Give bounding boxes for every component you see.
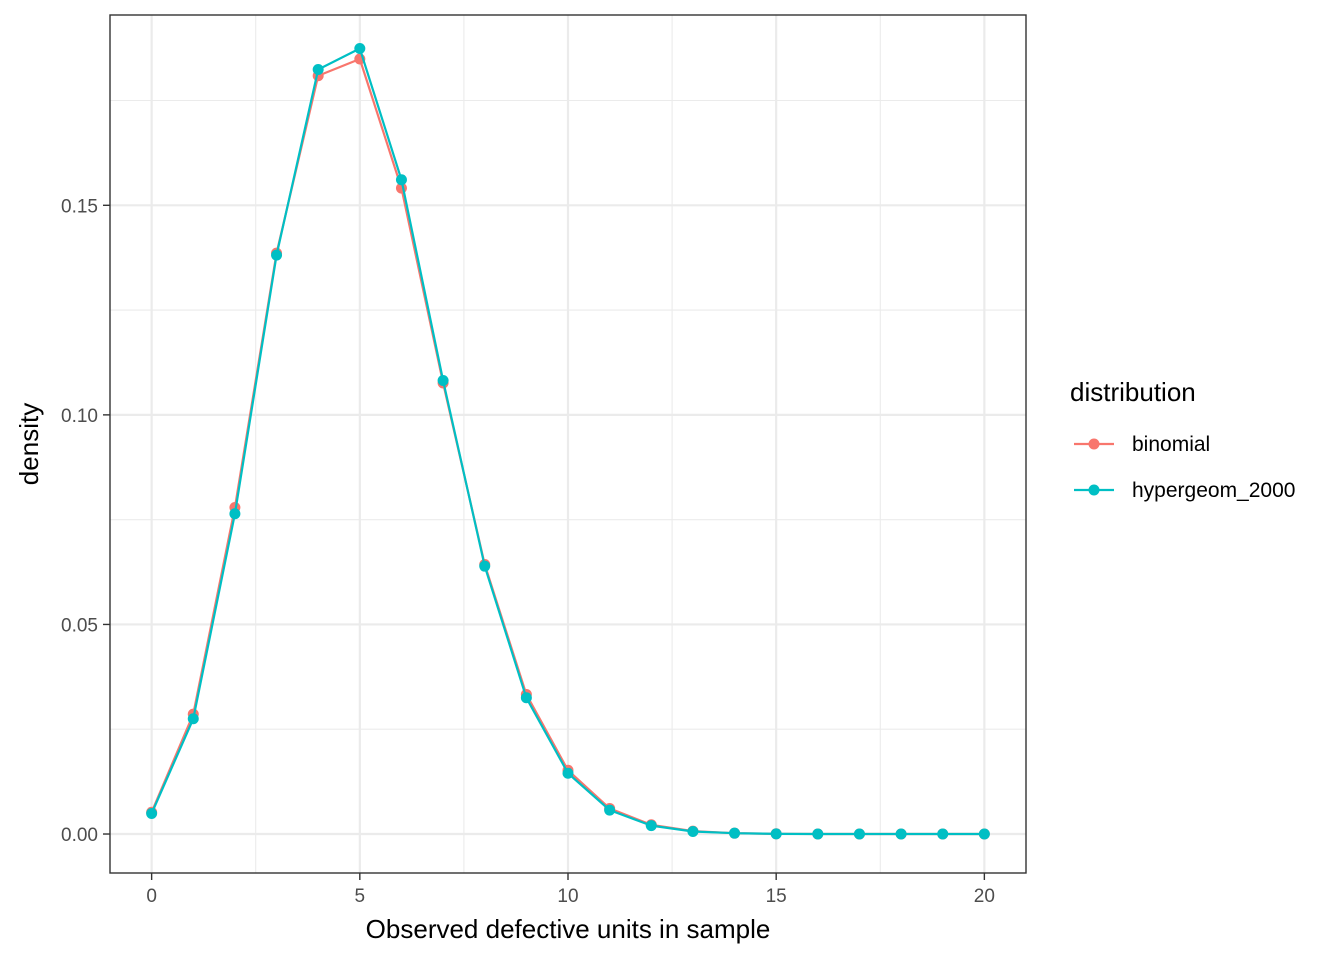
data-point-hypergeom_2000 xyxy=(395,174,407,186)
data-point-hypergeom_2000 xyxy=(520,692,532,704)
y-tick-label: 0.10 xyxy=(61,406,98,427)
legend-key-point-binomial xyxy=(1088,438,1100,450)
data-point-hypergeom_2000 xyxy=(312,63,324,75)
legend-title: distribution xyxy=(1070,377,1196,407)
data-point-hypergeom_2000 xyxy=(853,828,865,840)
x-tick-label: 0 xyxy=(146,886,157,907)
data-point-hypergeom_2000 xyxy=(229,508,241,520)
series-layer xyxy=(146,43,990,840)
data-point-hypergeom_2000 xyxy=(645,820,657,832)
data-point-hypergeom_2000 xyxy=(146,807,158,819)
y-axis-title: density xyxy=(14,403,44,485)
data-point-hypergeom_2000 xyxy=(604,804,616,816)
data-point-hypergeom_2000 xyxy=(937,828,949,840)
data-point-hypergeom_2000 xyxy=(479,560,491,572)
data-point-hypergeom_2000 xyxy=(770,828,782,840)
x-axis: 0 5 10 15 20 xyxy=(146,873,995,907)
legend-label-hypergeom_2000: hypergeom_2000 xyxy=(1132,479,1295,502)
legend-items: binomial hypergeom_2000 xyxy=(1074,433,1295,502)
data-point-hypergeom_2000 xyxy=(437,374,449,386)
y-tick-label: 0.05 xyxy=(61,615,98,636)
x-tick-label: 15 xyxy=(766,886,787,907)
data-point-hypergeom_2000 xyxy=(187,713,199,725)
data-point-hypergeom_2000 xyxy=(354,43,366,55)
x-tick-label: 20 xyxy=(974,886,995,907)
data-point-hypergeom_2000 xyxy=(729,827,741,839)
y-tick-label: 0.15 xyxy=(61,196,98,217)
y-axis: 0.00 0.05 0.10 0.15 xyxy=(61,196,110,846)
data-point-hypergeom_2000 xyxy=(562,767,574,779)
legend: distribution binomial hypergeom_2000 xyxy=(1070,377,1295,502)
x-tick-label: 5 xyxy=(355,886,366,907)
data-point-hypergeom_2000 xyxy=(978,828,990,840)
data-point-hypergeom_2000 xyxy=(895,828,907,840)
y-tick-label: 0.00 xyxy=(61,825,98,846)
data-point-hypergeom_2000 xyxy=(271,249,283,261)
legend-label-binomial: binomial xyxy=(1132,433,1210,456)
major-gridlines xyxy=(110,15,1026,873)
x-axis-title: Observed defective units in sample xyxy=(366,914,771,944)
x-tick-label: 10 xyxy=(557,886,578,907)
data-point-hypergeom_2000 xyxy=(687,826,699,838)
data-point-hypergeom_2000 xyxy=(812,828,824,840)
legend-key-point-hypergeom_2000 xyxy=(1088,484,1100,496)
